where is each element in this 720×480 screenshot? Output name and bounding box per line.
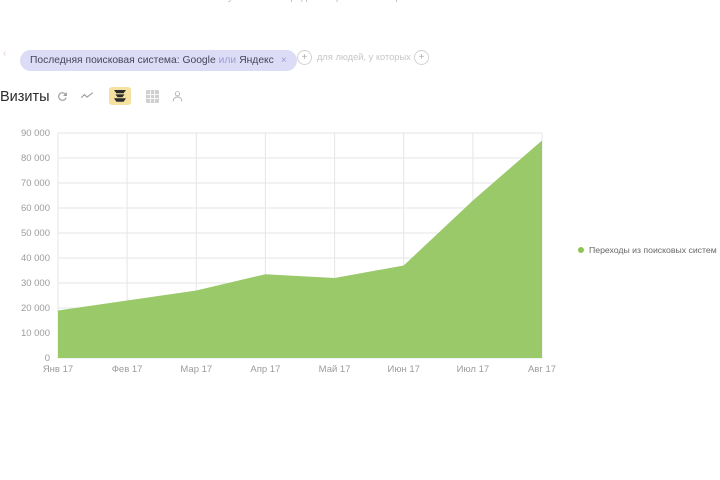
svg-text:20 000: 20 000: [21, 303, 50, 314]
svg-text:Фев 17: Фев 17: [112, 364, 143, 375]
svg-text:Июн 17: Июн 17: [387, 364, 419, 375]
svg-text:10 000: 10 000: [21, 328, 50, 339]
svg-text:70 000: 70 000: [21, 178, 50, 189]
svg-text:Апр 17: Апр 17: [250, 364, 280, 375]
svg-text:60 000: 60 000: [21, 203, 50, 214]
svg-text:80 000: 80 000: [21, 153, 50, 164]
svg-text:50 000: 50 000: [21, 228, 50, 239]
svg-text:Янв 17: Янв 17: [43, 364, 73, 375]
svg-text:Май 17: Май 17: [319, 364, 351, 375]
svg-text:30 000: 30 000: [21, 278, 50, 289]
svg-text:Июл 17: Июл 17: [457, 364, 490, 375]
svg-text:90 000: 90 000: [21, 128, 50, 139]
svg-text:40 000: 40 000: [21, 253, 50, 264]
svg-text:Мар 17: Мар 17: [180, 364, 212, 375]
svg-text:Авг 17: Авг 17: [528, 364, 556, 375]
svg-text:0: 0: [45, 353, 50, 364]
